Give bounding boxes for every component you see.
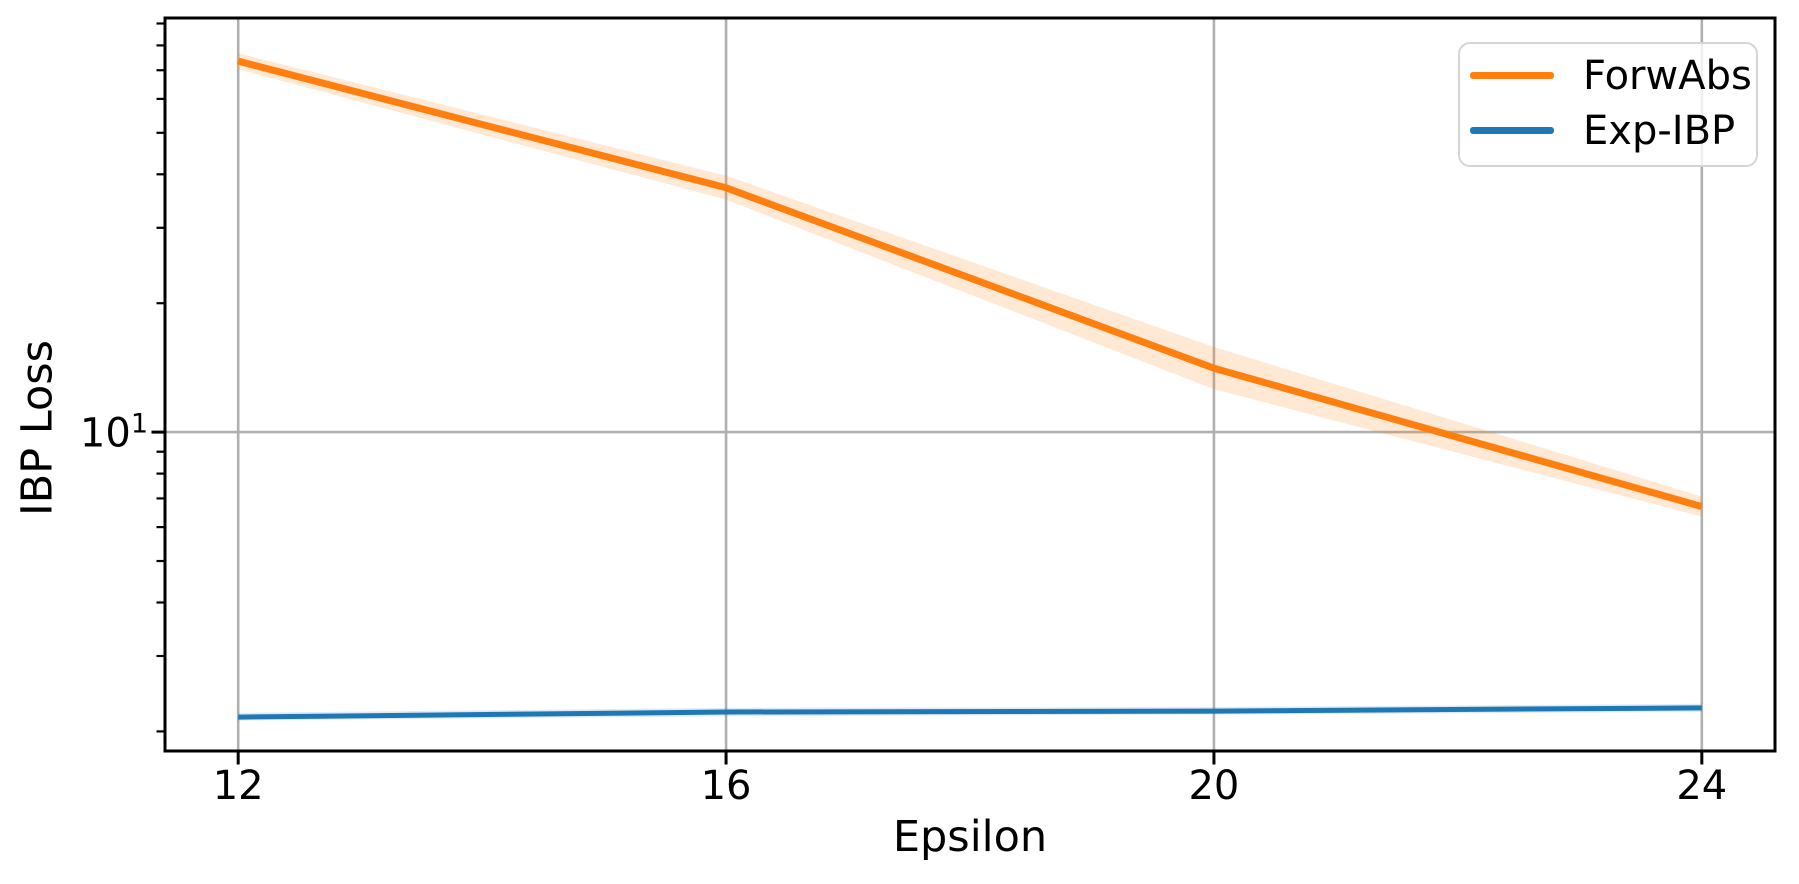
x-tick-label-24: 24 <box>1676 763 1728 809</box>
x-tick-label-12: 12 <box>212 763 264 809</box>
y-tick-label: 101 <box>80 411 148 454</box>
legend-entry-exp-ibp: Exp-IBP <box>1460 103 1756 158</box>
legend-entry-forwabs: ForwAbs <box>1460 48 1756 103</box>
x-tick-label-20: 20 <box>1188 763 1240 809</box>
x-tick-label-16: 16 <box>700 763 752 809</box>
y-axis-title: IBP Loss <box>12 339 63 517</box>
series-line-exp-ibp <box>238 705 1702 720</box>
x-axis-title: Epsilon <box>892 812 1048 862</box>
axes-spines <box>163 16 1777 753</box>
y-tick-exponent: 1 <box>130 408 148 440</box>
legend-line-sample-forwabs <box>1470 72 1554 79</box>
series-line-forwabs <box>237 57 1703 510</box>
legend-label-forwabs: ForwAbs <box>1583 52 1752 99</box>
y-tick-base: 10 <box>79 410 131 457</box>
legend: ForwAbs Exp-IBP <box>1458 42 1758 167</box>
legend-label-exp-ibp: Exp-IBP <box>1583 107 1736 154</box>
legend-line-sample-exp-ibp <box>1470 127 1554 134</box>
